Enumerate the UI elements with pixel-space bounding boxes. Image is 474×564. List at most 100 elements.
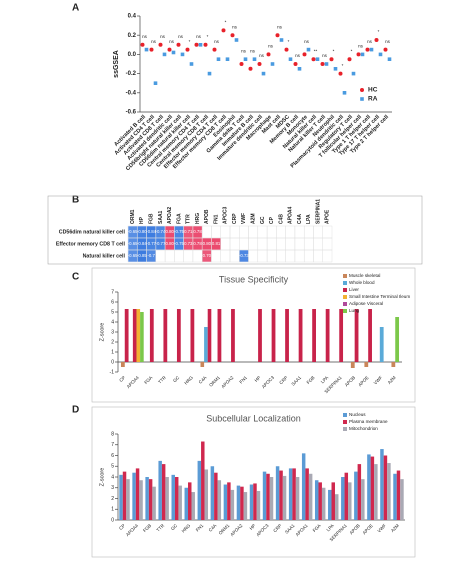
cell-border (174, 249, 184, 263)
significance: ns (241, 48, 247, 53)
significance: ns (214, 39, 220, 44)
cell-label: 0.80 (166, 241, 175, 246)
dot (293, 62, 298, 66)
x-tick-label: HRG (181, 523, 192, 534)
column-label: HRG (195, 213, 201, 224)
x-tick-label: TTR (157, 374, 167, 384)
significance: * (288, 39, 290, 44)
bar (256, 490, 261, 520)
bar (354, 309, 359, 362)
y-tick-label: 0 (111, 359, 114, 365)
x-tick-label: A2M (387, 375, 397, 385)
dot (365, 47, 370, 52)
bar (334, 494, 339, 520)
x-tick-label: FGB (142, 523, 152, 533)
bar (236, 485, 241, 520)
bar (227, 482, 231, 520)
cell-border (276, 225, 286, 239)
cell-border (239, 225, 249, 239)
dot (149, 47, 154, 52)
dot (171, 50, 176, 55)
significance: ns (160, 34, 166, 39)
bar (391, 362, 396, 367)
cell-border (322, 225, 333, 239)
cell-border (285, 225, 296, 239)
dot (252, 57, 257, 61)
y-tick-label: 7 (111, 442, 114, 448)
bar (331, 482, 335, 520)
x-tick-label: CP (118, 523, 126, 531)
y-tick-label: 5 (111, 309, 114, 315)
significance: ns (268, 44, 274, 49)
bar (321, 487, 326, 520)
cell-label: 0.73 (184, 241, 193, 246)
significance: ns (295, 53, 301, 58)
y-tick-label: 0.2 (128, 33, 137, 39)
bar (120, 362, 125, 367)
legend-label: RA (368, 96, 378, 103)
cell-border (248, 237, 259, 251)
bar (370, 456, 375, 520)
x-tick-label: A2M (390, 523, 400, 533)
y-tick-label: -0.2 (126, 71, 137, 77)
bar (395, 317, 400, 362)
y-tick-label: 3 (111, 485, 114, 491)
dot (189, 62, 194, 66)
dot (216, 57, 221, 61)
row-label: Effector memory CD8 T cell (56, 241, 126, 247)
dot (266, 52, 271, 57)
bar (204, 469, 209, 520)
dot (383, 47, 388, 52)
cell-border (294, 237, 305, 251)
dot (270, 62, 275, 66)
bar (132, 309, 137, 362)
column-label: TTR (186, 214, 192, 224)
bar (374, 464, 378, 520)
column-label: CRP (232, 213, 238, 224)
cell-border (201, 225, 212, 239)
cell-label: 0.81 (212, 241, 221, 246)
bar (124, 309, 129, 362)
heat-cell (146, 238, 156, 250)
cell-border (211, 249, 221, 263)
column-label: APOA2 (167, 207, 173, 224)
cell-border (229, 249, 240, 263)
legend-swatch (343, 413, 347, 417)
legend-label: Adipose Visceral (349, 301, 383, 306)
significance: * (207, 34, 209, 39)
bar (292, 468, 296, 520)
dot (243, 57, 248, 61)
bar (231, 309, 235, 362)
bar (217, 480, 222, 520)
y-tick-label: -0.4 (126, 90, 137, 96)
bar (305, 468, 309, 520)
bar (387, 463, 391, 520)
dot (320, 62, 325, 66)
bar (190, 309, 195, 362)
column-label: APOA4 (288, 207, 294, 224)
bar (380, 449, 384, 520)
bar (214, 472, 218, 520)
significance: ns (142, 34, 148, 39)
cell-border (155, 249, 166, 263)
legend-label: Lung (349, 308, 360, 313)
significance: ns (385, 39, 391, 44)
legend-swatch (343, 288, 347, 292)
legend-swatch (343, 274, 347, 278)
bar (295, 477, 300, 520)
heat-cell (137, 238, 147, 250)
cell-label: -0.75 (174, 241, 184, 246)
cell-label: 0.78 (193, 229, 202, 234)
legend-swatch (343, 427, 347, 431)
dot (221, 28, 226, 33)
bar (318, 482, 322, 520)
bar (393, 473, 397, 520)
cell-border (266, 237, 277, 251)
y-tick-label: 6 (111, 453, 114, 459)
cell-border (322, 237, 333, 251)
bar (126, 479, 130, 520)
cell-border (313, 249, 323, 263)
cell-label: -0.74 (156, 229, 166, 234)
bar (298, 309, 303, 362)
heat-cell (128, 250, 137, 262)
